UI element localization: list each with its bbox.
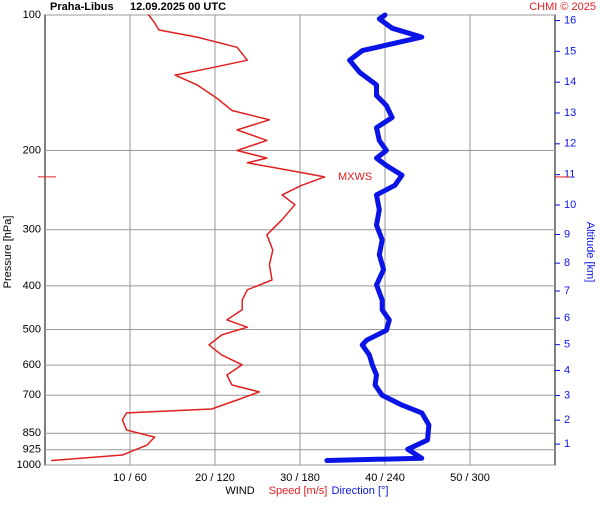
y-tick-label: 500	[23, 323, 41, 335]
x-tick-label: 40 / 240	[365, 472, 405, 484]
x-axis-label: WIND	[225, 485, 254, 497]
y-tick-label: 300	[23, 224, 41, 236]
y2-tick-label: 12	[564, 138, 576, 150]
legend-entry: Speed [m/s]	[269, 485, 328, 497]
y2-tick-label: 5	[564, 339, 570, 351]
y-tick-label: 850	[23, 427, 41, 439]
x-tick-label: 50 / 300	[450, 472, 490, 484]
annotation: MXWS	[338, 171, 372, 183]
y2-tick-label: 6	[564, 312, 570, 324]
y2-tick-label: 7	[564, 285, 570, 297]
y2-tick-label: 1	[564, 438, 570, 450]
y-tick-label: 925	[23, 444, 41, 456]
y2-tick-label: 2	[564, 414, 570, 426]
y-tick-label: 100	[23, 9, 41, 21]
station: Praha-Libus	[50, 1, 114, 13]
y-tick-label: 1000	[17, 459, 41, 471]
y2-tick-label: 10	[564, 199, 576, 211]
y-tick-label: 700	[23, 389, 41, 401]
y2-axis-label: Altitude [km]	[584, 222, 596, 283]
credit: CHMI © 2025	[529, 1, 596, 13]
y-axis-label: Pressure [hPa]	[2, 216, 14, 289]
y2-tick-label: 14	[564, 76, 576, 88]
y-tick-label: 200	[23, 144, 41, 156]
x-tick-label: 30 / 180	[280, 472, 320, 484]
profile-line	[324, 12, 432, 463]
y2-tick-label: 16	[564, 14, 576, 26]
y2-tick-label: 15	[564, 45, 576, 57]
y2-tick-label: 3	[564, 390, 570, 402]
y2-tick-label: 8	[564, 257, 570, 269]
y2-tick-label: 4	[564, 364, 570, 376]
y2-tick-label: 9	[564, 228, 570, 240]
y2-tick-label: 11	[564, 169, 575, 181]
profile-line	[51, 14, 326, 462]
y-tick-label: 400	[23, 280, 41, 292]
x-tick-label: 20 / 120	[195, 472, 235, 484]
y2-tick-label: 13	[564, 107, 576, 119]
x-tick-label: 10 / 60	[113, 472, 147, 484]
time: 12.09.2025 00 UTC	[130, 1, 226, 13]
legend-entry: Direction [°]	[332, 485, 389, 497]
y-tick-label: 600	[23, 359, 41, 371]
